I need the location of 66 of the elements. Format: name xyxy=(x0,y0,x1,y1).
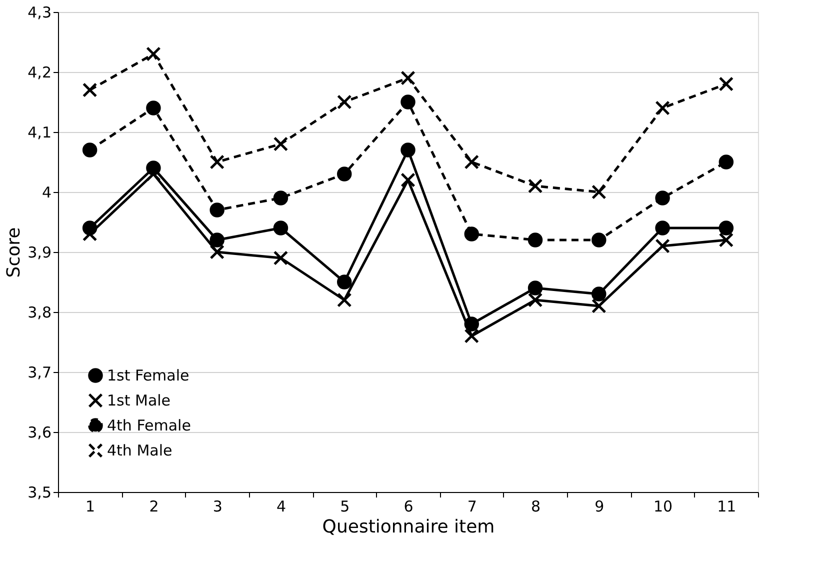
point xyxy=(655,100,670,116)
point xyxy=(718,154,734,170)
point xyxy=(146,100,161,116)
y-tick-label: 3,5 xyxy=(28,484,52,502)
legend-label: 4th Female xyxy=(107,416,191,434)
point xyxy=(82,82,98,98)
legend-label: 1st Female xyxy=(107,366,190,384)
point xyxy=(273,136,288,152)
point xyxy=(464,226,480,242)
point xyxy=(655,190,670,206)
point xyxy=(528,280,543,296)
point xyxy=(82,142,98,158)
y-tick-label: 3,7 xyxy=(28,364,52,382)
point xyxy=(210,154,224,170)
point xyxy=(718,220,734,236)
x-axis-title: Questionnaire item xyxy=(322,516,495,538)
x-tick-label: 1 xyxy=(86,498,96,516)
x-tick-label: 5 xyxy=(340,498,350,516)
point xyxy=(273,250,288,266)
point xyxy=(210,232,224,248)
y-axis-title: Score xyxy=(4,227,25,278)
point xyxy=(528,232,543,248)
y-tick-label: 4,3 xyxy=(28,4,52,22)
y-tick-label: 3,8 xyxy=(28,304,52,322)
x-tick-label: 8 xyxy=(531,498,541,516)
x-tick-label: 6 xyxy=(404,498,414,516)
point xyxy=(528,178,543,194)
point xyxy=(336,292,352,308)
y-tick-label: 4,2 xyxy=(28,64,52,82)
x-tick-label: 2 xyxy=(149,498,159,516)
point xyxy=(273,220,288,236)
y-tick-label: 4 xyxy=(42,184,52,202)
point xyxy=(655,220,670,236)
x-tick-label: 3 xyxy=(212,498,222,516)
point xyxy=(464,328,480,344)
point xyxy=(400,142,416,158)
point xyxy=(336,94,352,110)
point xyxy=(655,238,670,254)
point xyxy=(336,274,352,290)
point xyxy=(210,244,224,260)
point xyxy=(592,298,606,314)
x-tick-label: 4 xyxy=(276,498,286,516)
y-tick-label: 3,6 xyxy=(28,424,52,442)
point xyxy=(464,316,480,332)
x-tick-label: 10 xyxy=(654,498,673,516)
point xyxy=(336,166,352,182)
x-tick-label: 11 xyxy=(717,498,736,516)
y-tick-label: 4,1 xyxy=(28,124,52,142)
x-tick-label: 7 xyxy=(467,498,477,516)
point xyxy=(273,190,288,206)
point xyxy=(592,232,606,248)
point xyxy=(718,232,734,248)
legend-label: 1st Male xyxy=(107,392,171,410)
point xyxy=(528,292,543,308)
point xyxy=(592,286,606,302)
x-tick-label: 9 xyxy=(594,498,604,516)
point xyxy=(718,76,734,92)
point xyxy=(592,184,606,200)
point xyxy=(464,154,480,170)
point xyxy=(400,70,416,86)
legend-label: 4th Male xyxy=(107,442,172,460)
y-tick-label: 3,9 xyxy=(28,244,52,262)
point xyxy=(146,46,161,62)
point xyxy=(400,94,416,110)
point xyxy=(210,202,224,218)
point xyxy=(400,172,416,188)
